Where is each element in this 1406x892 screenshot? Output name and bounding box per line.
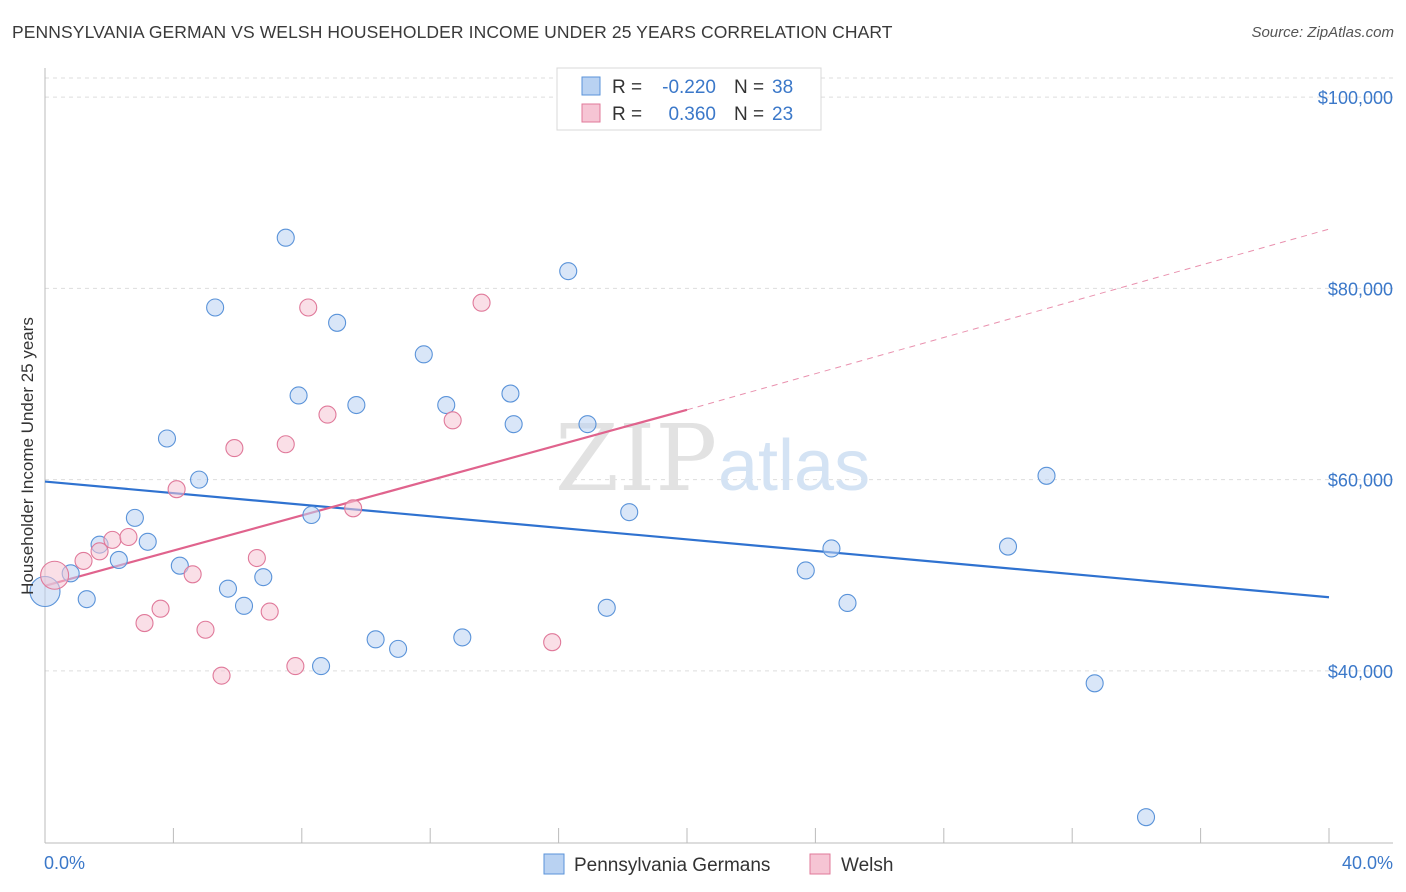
stats-legend-r-label-2: R = xyxy=(612,104,642,125)
point-0-6 xyxy=(138,532,157,551)
point-1-5 xyxy=(135,614,154,633)
point-0-27 xyxy=(559,262,578,281)
point-1-21 xyxy=(543,633,562,652)
x-tick-label-min: 0.0% xyxy=(44,853,85,873)
stats-legend-r-value-1: -0.220 xyxy=(662,77,716,98)
point-0-29 xyxy=(597,598,616,617)
watermark: ZIP atlas xyxy=(555,405,870,512)
trend-line-1 xyxy=(44,408,688,587)
stats-legend-n-label-2: N = xyxy=(734,104,764,125)
point-0-17 xyxy=(312,657,331,676)
point-0-33 xyxy=(838,593,857,613)
trend-line-0 xyxy=(44,480,1330,599)
y-tick-labels: $100,000 $80,000 $60,000 $40,000 xyxy=(1318,88,1393,682)
point-0-14 xyxy=(276,228,295,247)
point-0-5 xyxy=(125,508,144,527)
point-0-4 xyxy=(109,550,128,570)
y-tick-label-2: $60,000 xyxy=(1328,471,1393,491)
data-points xyxy=(29,228,1156,827)
point-0-36 xyxy=(1085,674,1104,693)
point-0-37 xyxy=(1136,808,1156,827)
point-1-8 xyxy=(183,565,202,584)
point-0-2 xyxy=(77,590,96,609)
axes xyxy=(44,68,1393,844)
stats-legend-r-value-2: 0.360 xyxy=(668,104,716,125)
point-1-1 xyxy=(74,551,93,570)
series-legend-label-pennsylvania-germans: Pennsylvania Germans xyxy=(574,855,770,876)
point-0-25 xyxy=(501,384,520,403)
point-0-13 xyxy=(254,568,273,587)
point-0-30 xyxy=(620,503,639,522)
point-1-0 xyxy=(40,560,70,590)
point-0-8 xyxy=(170,556,189,575)
point-0-23 xyxy=(437,395,456,415)
grid-lines xyxy=(45,77,1393,672)
point-1-9 xyxy=(196,620,215,639)
point-0-10 xyxy=(206,298,225,317)
point-1-7 xyxy=(167,480,186,499)
point-1-15 xyxy=(286,657,305,676)
point-0-32 xyxy=(822,539,841,558)
point-0-20 xyxy=(366,630,385,649)
point-0-28 xyxy=(578,415,597,434)
point-1-14 xyxy=(276,435,295,454)
x-tick-label-max: 40.0% xyxy=(1342,853,1393,873)
point-1-4 xyxy=(119,527,138,547)
point-0-9 xyxy=(190,470,209,489)
stats-legend-n-value-2: 23 xyxy=(772,104,793,125)
point-0-35 xyxy=(1037,466,1056,485)
point-1-18 xyxy=(344,499,363,518)
point-0-21 xyxy=(389,639,408,658)
y-tick-label-0: $100,000 xyxy=(1318,88,1393,108)
point-0-18 xyxy=(328,313,347,332)
stats-legend-swatch-pink xyxy=(581,103,601,123)
point-0-15 xyxy=(289,386,308,405)
point-0-31 xyxy=(796,561,815,580)
trend-line-extension-1 xyxy=(686,228,1330,411)
stats-legend: R = -0.220 N = 38 R = 0.360 N = 23 xyxy=(556,67,822,131)
point-1-13 xyxy=(260,602,279,621)
series-legend: Pennsylvania Germans Welsh xyxy=(543,853,893,876)
point-0-24 xyxy=(453,628,472,647)
trend-lines xyxy=(44,228,1330,599)
series-legend-swatch-welsh xyxy=(809,853,831,875)
point-1-10 xyxy=(212,666,231,685)
stats-legend-n-value-1: 38 xyxy=(772,77,793,98)
chart-source: Source: ZipAtlas.com xyxy=(1251,24,1394,41)
point-0-11 xyxy=(218,579,238,598)
point-0-22 xyxy=(414,345,433,364)
point-0-7 xyxy=(157,429,177,448)
y-axis-title: Householder Income Under 25 years xyxy=(18,317,37,595)
stats-legend-r-label-1: R = xyxy=(612,77,642,98)
series-legend-label-welsh: Welsh xyxy=(841,855,893,876)
point-1-17 xyxy=(318,405,337,424)
point-1-6 xyxy=(151,599,170,618)
chart-title: PENNSYLVANIA GERMAN VS WELSH HOUSEHOLDER… xyxy=(12,22,893,42)
point-1-20 xyxy=(472,293,491,312)
point-0-26 xyxy=(504,415,523,434)
point-0-34 xyxy=(998,537,1018,556)
y-tick-label-1: $80,000 xyxy=(1328,279,1393,299)
y-tick-label-3: $40,000 xyxy=(1328,662,1393,682)
point-1-11 xyxy=(225,439,244,458)
stats-legend-box xyxy=(556,67,822,131)
series-legend-swatch-pennsylvania-germans xyxy=(543,853,565,875)
point-0-16 xyxy=(302,505,321,525)
point-1-19 xyxy=(443,411,462,430)
point-1-2 xyxy=(90,542,109,561)
point-1-12 xyxy=(247,548,266,568)
point-1-16 xyxy=(299,298,318,317)
stats-legend-n-label-1: N = xyxy=(734,77,764,98)
stats-legend-swatch-blue xyxy=(581,76,601,96)
watermark-atlas: atlas xyxy=(718,426,870,506)
point-0-19 xyxy=(347,395,366,415)
point-1-3 xyxy=(103,530,122,549)
point-0-12 xyxy=(234,596,254,615)
